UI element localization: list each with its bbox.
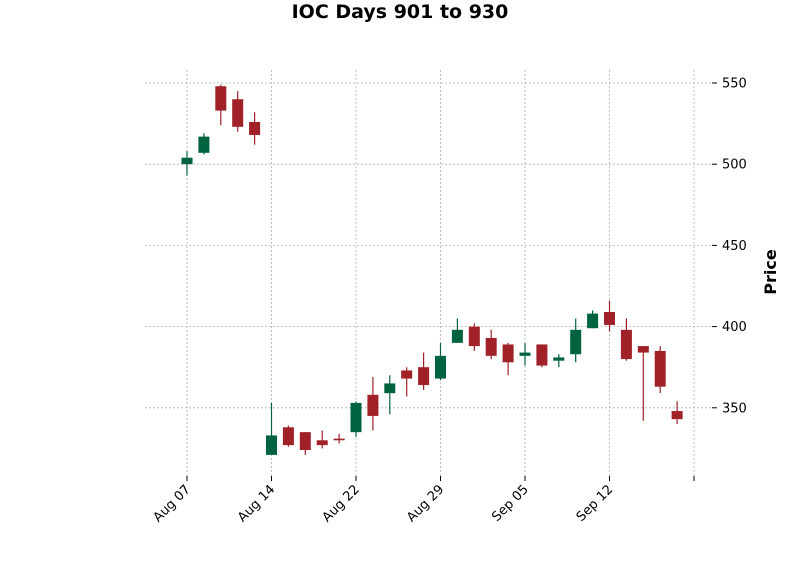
- x-axis: Aug 07 Aug 14 Aug 22 Aug 29 Sep 05 Sep 12: [151, 476, 695, 525]
- candle-body: [671, 411, 683, 420]
- candle: [536, 344, 548, 368]
- candle: [266, 402, 277, 455]
- chart-title: IOC Days 901 to 930: [292, 1, 509, 23]
- candle-body: [350, 402, 362, 433]
- y-tick-label: 550: [722, 76, 747, 91]
- candle-body: [384, 383, 396, 394]
- candle: [282, 425, 294, 447]
- candle: [553, 354, 565, 368]
- candle-body: [536, 344, 548, 366]
- candle-body: [249, 121, 261, 135]
- candle: [620, 318, 632, 361]
- x-tick-label: Aug 29: [404, 482, 447, 525]
- candle-body: [604, 311, 615, 325]
- candle: [232, 91, 244, 132]
- candle-body: [553, 357, 565, 361]
- candle-body: [485, 337, 497, 356]
- candle: [604, 300, 615, 332]
- candle: [418, 352, 430, 390]
- x-tick-label: Sep 05: [489, 482, 532, 525]
- candle: [435, 342, 446, 381]
- candle-body: [620, 329, 632, 360]
- candle-body: [316, 440, 328, 446]
- candle-body: [587, 313, 599, 329]
- candle: [367, 376, 379, 431]
- candle: [671, 401, 683, 425]
- candle: [333, 433, 345, 444]
- candle-body: [367, 394, 379, 416]
- candle-body: [333, 438, 345, 441]
- candle: [587, 310, 599, 329]
- x-tick-label: Aug 07: [151, 482, 194, 525]
- candle-body: [418, 367, 430, 386]
- candle: [502, 342, 514, 376]
- candle: [654, 346, 666, 394]
- candle-body: [435, 355, 446, 379]
- candle-body: [637, 346, 649, 353]
- candle: [519, 342, 531, 366]
- candle-body: [570, 329, 582, 355]
- candle: [384, 375, 396, 415]
- candle-body: [282, 427, 294, 446]
- candle-body: [299, 432, 311, 451]
- y-tick-label: 450: [722, 239, 747, 254]
- y-axis-label: Price: [761, 249, 780, 295]
- candle: [485, 329, 497, 360]
- y-tick-label: 350: [722, 401, 747, 416]
- x-tick-label: Aug 14: [235, 482, 278, 525]
- candle: [451, 318, 463, 343]
- candle-body: [215, 86, 227, 111]
- candle-body: [519, 352, 531, 356]
- candle: [316, 430, 328, 449]
- candle: [181, 151, 193, 176]
- candle: [249, 112, 261, 145]
- candle-body: [198, 136, 210, 153]
- candle: [350, 401, 362, 438]
- candle-body: [401, 370, 413, 379]
- candle: [570, 318, 582, 363]
- candle: [468, 323, 480, 351]
- candle-body: [451, 329, 463, 343]
- candle-body: [502, 344, 514, 363]
- candle-body: [266, 435, 277, 455]
- y-tick-label: 500: [722, 158, 747, 173]
- y-axis: 350 400 450 500 550: [712, 76, 747, 416]
- candle: [198, 133, 210, 155]
- candle: [215, 84, 227, 126]
- grid: [145, 70, 712, 476]
- candles: [181, 84, 683, 455]
- x-tick-label: Sep 12: [574, 482, 617, 525]
- candle-body: [468, 326, 480, 347]
- candle-body: [232, 99, 244, 127]
- candle-body: [654, 350, 666, 387]
- candle: [401, 367, 413, 397]
- y-tick-label: 400: [722, 320, 747, 335]
- candle-body: [181, 157, 193, 165]
- candle: [637, 346, 649, 421]
- x-tick-label: Aug 22: [320, 482, 363, 525]
- candle: [299, 432, 311, 455]
